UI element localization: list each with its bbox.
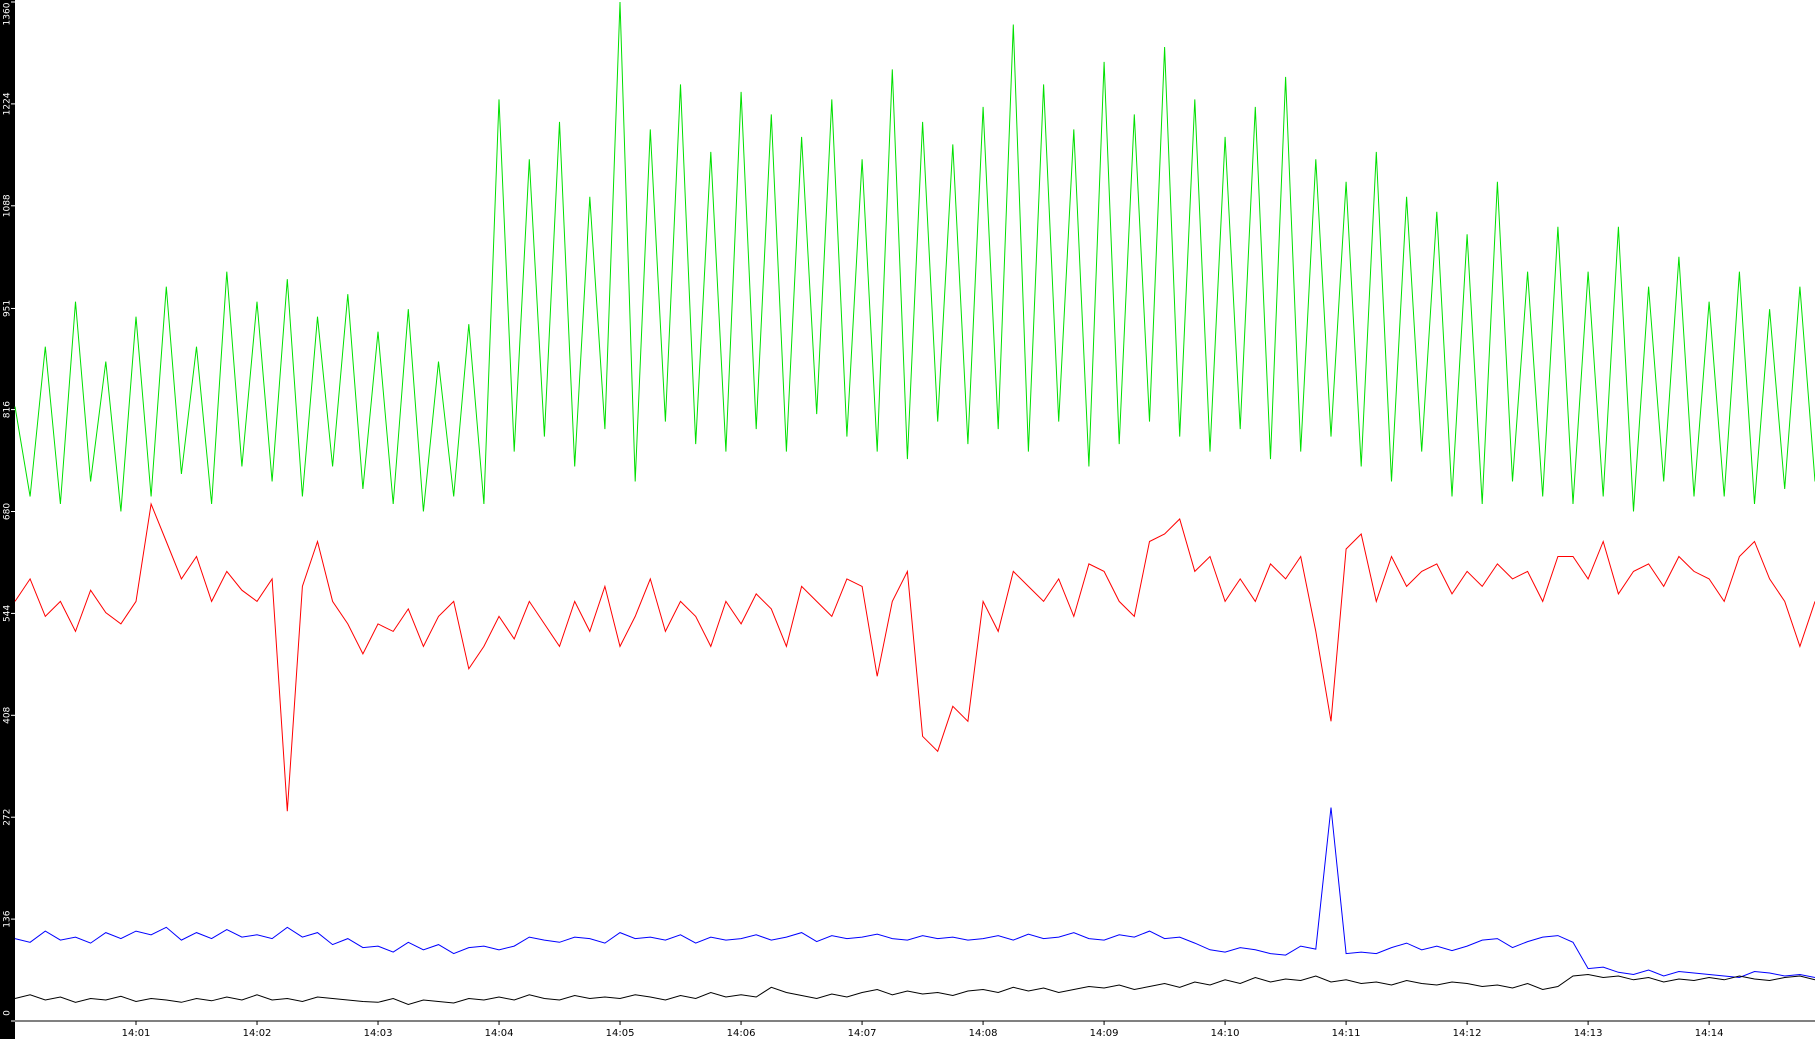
x-tick-label: 14:14 [1695,1028,1724,1039]
x-tick-label: 14:04 [485,1028,514,1039]
x-tick-label: 14:08 [969,1028,998,1039]
y-tick-label: 272 [3,809,13,826]
x-tick-label: 14:02 [243,1028,272,1039]
series-line [14,973,1815,1006]
y-tick-label: 1224 [3,92,13,115]
y-tick-label: 0 [3,1010,13,1016]
y-axis-strip [0,0,15,1039]
y-tick-label: 544 [3,605,13,622]
y-tick-label: 951 [3,300,13,317]
x-tick-label: 14:05 [606,1028,635,1039]
x-tick-label: 14:09 [1090,1028,1119,1039]
y-tick-label: 408 [3,706,13,723]
y-tick-label: 816 [3,401,13,418]
series-line [14,502,1815,812]
series-line [14,1,1815,512]
x-tick-label: 14:06 [727,1028,756,1039]
x-tick-label: 14:12 [1453,1028,1482,1039]
x-tick-label: 14:10 [1211,1028,1240,1039]
y-tick-label: 1360 [3,2,13,25]
y-tick-label: 136 [3,910,13,927]
series-line [14,807,1815,979]
x-tick-label: 14:07 [848,1028,877,1039]
y-tick-label: 1088 [3,194,13,217]
x-tick-label: 14:11 [1332,1028,1361,1039]
y-tick-label: 680 [3,503,13,520]
x-tick-label: 14:13 [1574,1028,1603,1039]
x-tick-label: 14:03 [364,1028,393,1039]
x-tick-label: 14:01 [122,1028,151,1039]
